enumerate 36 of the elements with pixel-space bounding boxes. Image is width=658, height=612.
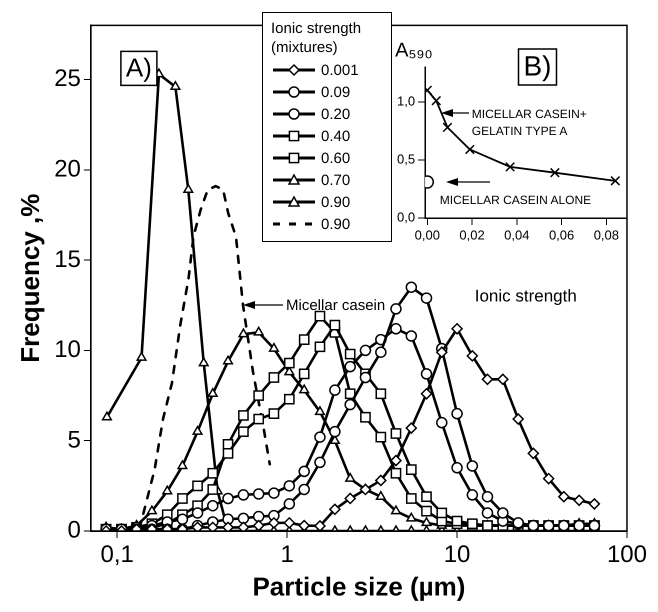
legend-label: 0.70 — [321, 170, 350, 190]
y-tick-label: 5 — [68, 426, 81, 454]
annotation: MICELLAR CASEIN+ GELATIN TYPE A — [472, 106, 587, 140]
y-tick-label: 25 — [54, 65, 81, 92]
annotation: MICELLAR CASEIN ALONE — [440, 192, 592, 209]
x-tick-label: 0,02 — [459, 227, 485, 242]
y-tick-label: 1,0 — [396, 93, 416, 108]
legend-label: 0.90 — [321, 214, 350, 234]
legend-label: 0.001 — [321, 60, 359, 80]
x-tick-label: 1 — [280, 541, 294, 568]
x-axis-title: Ionic strength — [474, 286, 577, 306]
x-tick-label: 100 — [606, 541, 647, 568]
legend-title: Ionic strength (mixtures) — [271, 19, 362, 57]
legend-label: 0.60 — [321, 148, 350, 168]
y-tick-label: 0 — [68, 516, 81, 544]
x-tick-label: 0,08 — [594, 227, 620, 242]
x-tick-label: 0,06 — [548, 227, 574, 242]
y-tick-label: 15 — [54, 246, 81, 273]
y-tick-label: 10 — [54, 336, 81, 364]
y-axis-title: Frequency ,% — [14, 194, 45, 363]
y-tick-label: 20 — [54, 155, 81, 182]
x-tick-label: 10 — [444, 541, 470, 568]
y-tick-label: 0,0 — [396, 210, 416, 225]
y-tick-label: 0,5 — [396, 152, 416, 166]
legend-label: 0.09 — [321, 82, 350, 102]
legend-label: 0.90 — [321, 192, 350, 212]
legend-label: 0.40 — [321, 126, 350, 146]
legend-label: 0.20 — [321, 104, 350, 124]
annotation: B) — [524, 50, 552, 82]
y-axis-title: A₅₉₀ — [395, 40, 433, 62]
x-tick-label: 0,00 — [414, 227, 440, 242]
annotation: A) — [126, 52, 152, 83]
x-axis-title: Particle size (µm) — [252, 572, 466, 602]
annotation: Micellar casein — [286, 296, 386, 316]
x-tick-label: 0,1 — [100, 541, 134, 568]
x-tick-label: 0,04 — [504, 227, 530, 242]
